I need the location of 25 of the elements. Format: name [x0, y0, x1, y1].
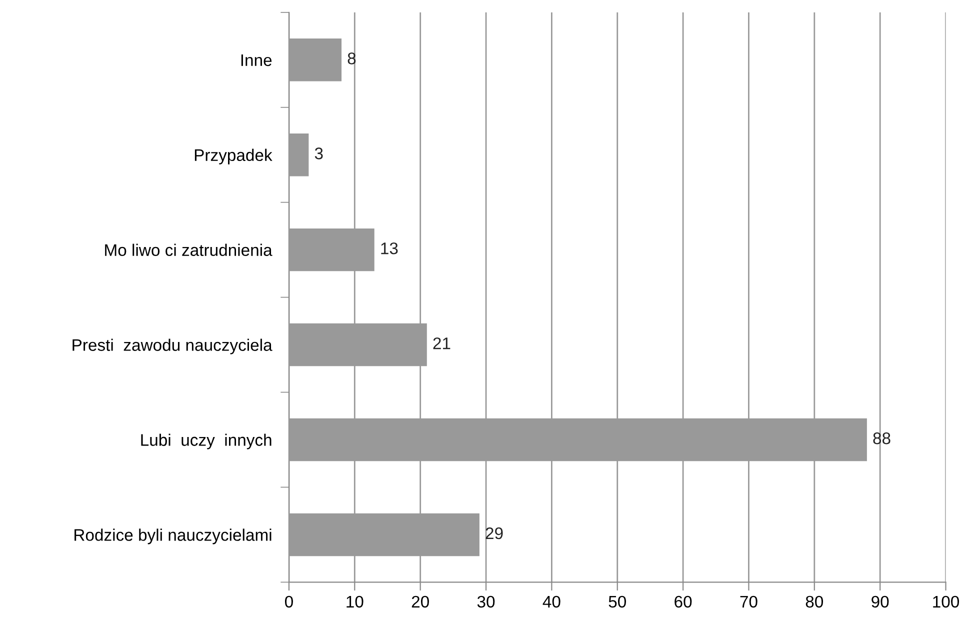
- x-tick-label: 50: [608, 596, 626, 608]
- y-tick-label: Inne: [241, 54, 272, 66]
- x-tick-label: 10: [346, 596, 364, 608]
- y-tick-label: Przypadek: [194, 148, 272, 164]
- y-tick-label: Lubi uczy innych: [141, 434, 272, 450]
- x-tick-label: 80: [806, 596, 824, 608]
- y-tick-label: Mo liwo ci zatrudnienia: [105, 244, 272, 256]
- x-tick-label: 60: [674, 596, 692, 608]
- y-tick-label: Rodzice byli nauczycielami: [74, 528, 272, 544]
- x-tick-label: 40: [542, 596, 560, 608]
- bar: [288, 38, 342, 82]
- x-tick-label: 90: [872, 596, 889, 608]
- data-label: 3: [314, 148, 323, 160]
- x-tick-label: 0: [285, 596, 293, 608]
- y-tick-label: Presti zawodu nauczyciela: [72, 338, 272, 354]
- bar: [288, 133, 309, 176]
- data-label: 13: [381, 242, 398, 254]
- x-tick-label: 70: [740, 596, 758, 608]
- x-tick-label: 20: [412, 596, 429, 608]
- data-label: 88: [873, 432, 890, 444]
- x-tick-label: 30: [477, 596, 495, 608]
- data-label: 21: [433, 337, 450, 350]
- data-label: 29: [486, 527, 503, 540]
- data-label: 8: [348, 52, 356, 64]
- x-tick-label: 100: [933, 596, 960, 608]
